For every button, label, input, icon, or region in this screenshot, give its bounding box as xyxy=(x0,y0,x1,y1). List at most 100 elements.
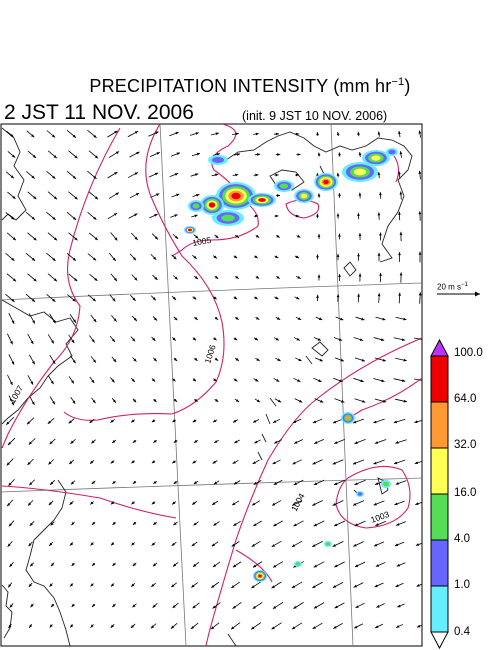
wind-arrow xyxy=(27,191,37,200)
wind-arrow xyxy=(396,521,406,526)
wind-arrow xyxy=(171,541,177,547)
reference-vector xyxy=(437,291,480,297)
wind-arrow xyxy=(7,374,13,386)
wind-arrow xyxy=(418,130,422,138)
wind-arrow xyxy=(7,191,16,200)
wind-arrow xyxy=(153,398,157,403)
wind-arrow xyxy=(112,521,116,526)
wind-arrow xyxy=(399,191,403,200)
wind-arrow xyxy=(107,130,118,138)
wind-arrow xyxy=(399,272,403,283)
colorbar-segment xyxy=(430,585,449,633)
wind-arrow xyxy=(295,357,302,362)
wind-arrow xyxy=(293,377,301,383)
wind-arrow xyxy=(49,354,56,365)
wind-arrow xyxy=(111,315,117,322)
wind-arrow xyxy=(7,333,13,345)
wind-arrow xyxy=(148,172,159,178)
wind-arrow xyxy=(132,398,137,403)
wind-arrow xyxy=(50,521,55,526)
wind-arrow xyxy=(173,398,178,403)
wind-arrow xyxy=(27,458,34,466)
wind-arrow xyxy=(232,561,242,568)
wind-arrow xyxy=(251,540,261,548)
wind-arrow xyxy=(8,354,15,365)
wind-arrow xyxy=(47,150,58,159)
wind-arrow xyxy=(395,357,407,362)
wind-arrow xyxy=(192,419,197,423)
wind-arrow xyxy=(214,275,219,280)
wind-arrow xyxy=(110,583,115,587)
wind-arrow xyxy=(90,356,97,363)
wind-arrow xyxy=(191,214,198,218)
wind-arrow xyxy=(68,459,75,465)
wind-arrow xyxy=(69,314,77,323)
wind-arrow xyxy=(273,378,280,382)
wind-arrow xyxy=(152,316,158,321)
wind-arrow xyxy=(317,152,321,157)
wind-arrow xyxy=(373,500,385,506)
wind-arrow xyxy=(375,562,386,567)
wind-arrow xyxy=(7,541,13,547)
wind-arrow xyxy=(172,378,176,382)
wind-arrow xyxy=(26,171,35,179)
wind-arrow xyxy=(70,439,76,444)
wind-arrow xyxy=(274,398,282,403)
wind-arrow xyxy=(110,232,118,241)
wind-arrow xyxy=(313,520,325,527)
wind-arrow xyxy=(170,152,181,157)
wind-arrow xyxy=(28,479,36,486)
wind-arrow xyxy=(377,131,381,137)
wind-arrow xyxy=(91,439,96,444)
wind-arrow xyxy=(70,397,76,404)
wind-arrow xyxy=(214,357,219,362)
precip-cell xyxy=(274,180,294,192)
wind-arrow xyxy=(152,274,158,281)
reference-vector-label: 20 m s−1 xyxy=(437,282,468,292)
wind-arrow xyxy=(91,480,96,485)
wind-arrow xyxy=(271,581,282,589)
wind-arrow xyxy=(395,582,404,588)
wind-arrow xyxy=(172,337,176,341)
colorbar-label: 16.0 xyxy=(454,487,477,499)
wind-arrow xyxy=(173,357,178,362)
wind-arrow xyxy=(353,623,364,629)
wind-arrow xyxy=(334,398,345,403)
wind-arrow xyxy=(130,583,136,587)
colorbar-label: 0.4 xyxy=(454,626,470,638)
wind-arrow xyxy=(214,316,219,321)
wind-arrow xyxy=(253,132,259,136)
wind-arrow xyxy=(87,294,97,302)
wind-arrow xyxy=(152,562,158,567)
wind-arrow xyxy=(379,192,382,199)
wind-arrow xyxy=(233,378,238,382)
wind-arrow xyxy=(130,294,136,302)
coastline-philippines xyxy=(227,633,237,646)
wind-arrow xyxy=(211,132,219,136)
wind-arrow xyxy=(194,357,198,362)
wind-arrow xyxy=(172,419,176,423)
wind-arrow xyxy=(173,275,178,280)
precip-cell xyxy=(356,491,364,497)
wind-arrow xyxy=(29,562,35,567)
wind-arrow xyxy=(49,479,56,486)
wind-arrow xyxy=(233,480,241,485)
wind-arrow xyxy=(191,541,198,547)
precip-cell xyxy=(386,148,398,156)
wind-arrow xyxy=(291,500,303,506)
wind-arrow xyxy=(393,378,406,383)
wind-arrow xyxy=(108,192,120,199)
wind-arrow xyxy=(312,459,323,465)
wind-arrow xyxy=(112,562,116,567)
wind-arrow xyxy=(192,460,197,464)
wind-arrow xyxy=(6,273,17,282)
wind-arrow xyxy=(394,541,405,547)
wind-arrow xyxy=(130,419,136,423)
wind-arrow xyxy=(393,459,406,465)
precipitation-cells xyxy=(184,148,398,582)
grid-line xyxy=(1,477,422,493)
wind-arrow xyxy=(336,294,340,302)
precip-cell xyxy=(188,200,204,212)
wind-arrow xyxy=(253,173,259,177)
wind-arrow xyxy=(48,500,54,506)
